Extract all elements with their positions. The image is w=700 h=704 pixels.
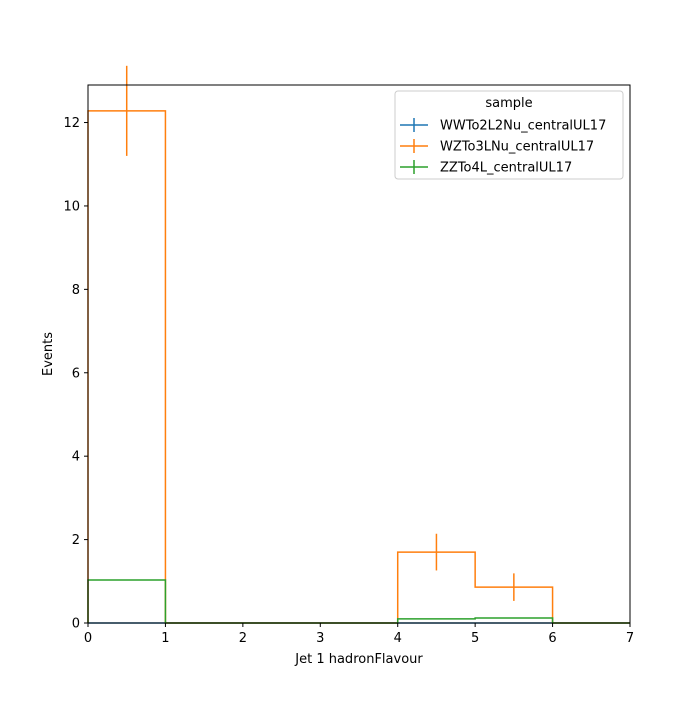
x-axis-label: Jet 1 hadronFlavour xyxy=(294,652,423,667)
y-tick-label: 12 xyxy=(63,116,80,131)
x-tick-label: 3 xyxy=(316,631,324,646)
legend-title: sample xyxy=(485,96,532,111)
y-tick-label: 0 xyxy=(72,617,80,632)
legend: sample WWTo2L2Nu_centralUL17 WZTo3LNu_cent… xyxy=(394,90,624,180)
x-tick-label: 4 xyxy=(394,631,402,646)
y-tick-label: 6 xyxy=(72,366,80,381)
x-tick-label: 7 xyxy=(626,631,634,646)
y-tick-label: 8 xyxy=(72,283,80,298)
legend-item: ZZTo4L_centralUL17 xyxy=(400,160,572,176)
y-tick-label: 4 xyxy=(72,450,80,465)
y-tick-label: 10 xyxy=(63,199,80,214)
x-tick-label: 2 xyxy=(239,631,247,646)
y-axis-label: Events xyxy=(41,332,56,376)
x-tick-label: 6 xyxy=(548,631,556,646)
legend-label: ZZTo4L_centralUL17 xyxy=(440,161,572,176)
legend-item: WZTo3LNu_centralUL17 xyxy=(400,139,594,155)
legend-box xyxy=(394,90,624,180)
legend-label: WZTo3LNu_centralUL17 xyxy=(440,140,594,155)
axes-frame xyxy=(87,84,631,624)
y-tick-label: 2 xyxy=(72,533,80,548)
x-tick-label: 1 xyxy=(161,631,169,646)
x-tick-label: 5 xyxy=(471,631,479,646)
legend-label: WWTo2L2Nu_centralUL17 xyxy=(440,119,606,134)
legend-item: WWTo2L2Nu_centralUL17 xyxy=(400,118,606,134)
x-tick-label: 0 xyxy=(84,631,92,646)
